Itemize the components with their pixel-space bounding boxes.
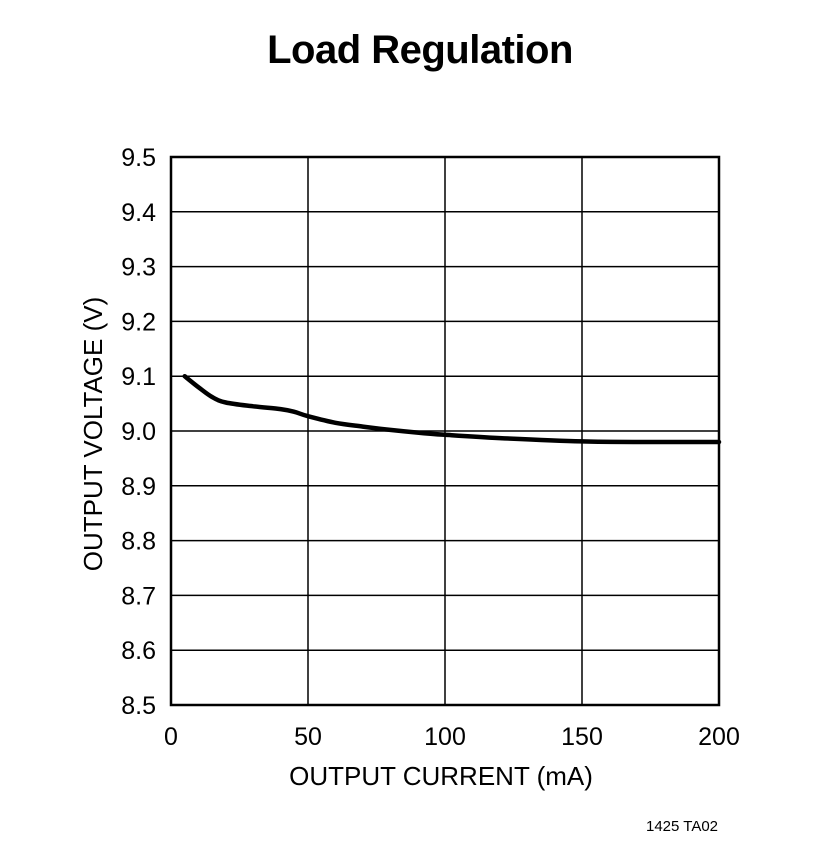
y-tick-label: 9.1 — [121, 363, 156, 391]
x-tick-label: 0 — [164, 723, 178, 751]
figure-code: 1425 TA02 — [646, 818, 719, 835]
x-axis-label: OUTPUT CURRENT (mA) — [289, 761, 593, 791]
grid-lines — [170, 156, 720, 706]
series-layer — [182, 373, 722, 445]
y-axis-label: OUTPUT VOLTAGE (V) — [78, 297, 108, 571]
y-tick-label: 8.6 — [121, 637, 156, 665]
y-tick-label: 9.4 — [121, 199, 156, 227]
y-tick-label: 8.9 — [121, 473, 156, 501]
y-tick-label: 9.3 — [121, 254, 156, 282]
y-tick-label: 8.7 — [121, 582, 156, 610]
y-tick-label: 9.2 — [121, 308, 156, 336]
y-tick-label: 9.5 — [121, 144, 156, 172]
y-tick-label: 8.5 — [121, 692, 156, 720]
x-tick-label: 100 — [424, 723, 466, 751]
y-tick-labels: 8.5 8.6 8.7 8.8 8.9 9.0 9.1 9.2 9.3 9.4 9.5 — [121, 144, 156, 720]
y-tick-label: 9.0 — [121, 418, 156, 446]
x-tick-label: 200 — [698, 723, 740, 751]
output-voltage-line — [182, 373, 722, 445]
chart-title: Load Regulation — [267, 28, 573, 72]
y-tick-label: 8.8 — [121, 528, 156, 556]
x-tick-label: 50 — [294, 723, 322, 751]
x-tick-label: 150 — [561, 723, 603, 751]
x-tick-labels: 0 50 100 150 200 — [164, 723, 740, 751]
plot-frame — [169, 155, 721, 707]
